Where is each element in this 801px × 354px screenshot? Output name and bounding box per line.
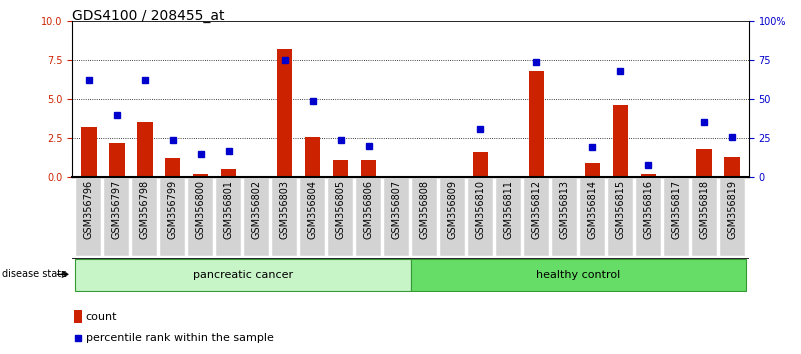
Bar [468,178,493,256]
Text: GSM356804: GSM356804 [308,180,318,239]
Bar [691,178,717,256]
Bar [137,122,152,177]
Bar [496,178,521,256]
Bar [636,178,661,256]
Text: GSM356799: GSM356799 [167,180,178,239]
Bar [410,259,747,291]
Bar [529,71,544,177]
Text: GSM356812: GSM356812 [531,180,541,239]
Bar [328,178,353,256]
Text: GSM356816: GSM356816 [643,180,654,239]
Bar [300,178,325,256]
Bar [272,178,297,256]
Text: GSM356818: GSM356818 [699,180,709,239]
Bar [580,178,605,256]
Text: GSM356814: GSM356814 [587,180,598,239]
Bar [305,137,320,177]
Bar [641,174,656,177]
Bar [244,178,269,256]
Bar [193,174,208,177]
Text: pancreatic cancer: pancreatic cancer [192,270,292,280]
Bar [216,178,241,256]
Bar [109,143,124,177]
Text: GSM356802: GSM356802 [252,180,262,239]
Text: healthy control: healthy control [536,270,621,280]
Text: count: count [86,312,117,322]
Text: GSM356803: GSM356803 [280,180,290,239]
Text: GSM356801: GSM356801 [223,180,234,239]
Bar [132,178,157,256]
Bar [412,178,437,256]
Bar [249,176,264,177]
Bar [333,160,348,177]
Text: disease state: disease state [2,269,67,279]
Text: GSM356800: GSM356800 [195,180,206,239]
Bar [356,178,381,256]
Text: GSM356797: GSM356797 [112,180,122,239]
Bar [664,178,689,256]
Bar [440,178,465,256]
Bar [81,127,97,177]
Text: GSM356808: GSM356808 [420,180,429,239]
Bar [188,178,213,256]
Bar [524,178,549,256]
Bar [165,158,180,177]
Text: GSM356809: GSM356809 [448,180,457,239]
Bar [104,178,130,256]
Text: GSM356798: GSM356798 [140,180,150,239]
Text: GSM356805: GSM356805 [336,180,345,239]
Bar [719,178,745,256]
Text: GSM356807: GSM356807 [392,180,401,239]
Bar [585,163,600,177]
Text: GSM356796: GSM356796 [84,180,94,239]
Bar [608,178,633,256]
Text: GDS4100 / 208455_at: GDS4100 / 208455_at [72,9,224,23]
Text: GSM356813: GSM356813 [559,180,570,239]
Bar [613,105,628,177]
Bar [501,176,516,177]
Text: GSM356811: GSM356811 [503,180,513,239]
Bar [361,160,376,177]
Text: GSM356806: GSM356806 [364,180,373,239]
Bar [697,149,712,177]
Text: percentile rank within the sample: percentile rank within the sample [86,333,273,343]
Bar [76,178,102,256]
Bar [74,259,410,291]
Bar [221,169,236,177]
Bar [669,176,684,177]
Text: GSM356810: GSM356810 [476,180,485,239]
Bar [160,178,185,256]
Bar [384,178,409,256]
Bar [74,310,83,323]
Bar [473,152,488,177]
Bar [552,178,577,256]
Bar [724,157,740,177]
Text: GSM356815: GSM356815 [615,180,626,239]
Text: GSM356819: GSM356819 [727,180,737,239]
Text: GSM356817: GSM356817 [671,180,681,239]
Bar [277,49,292,177]
